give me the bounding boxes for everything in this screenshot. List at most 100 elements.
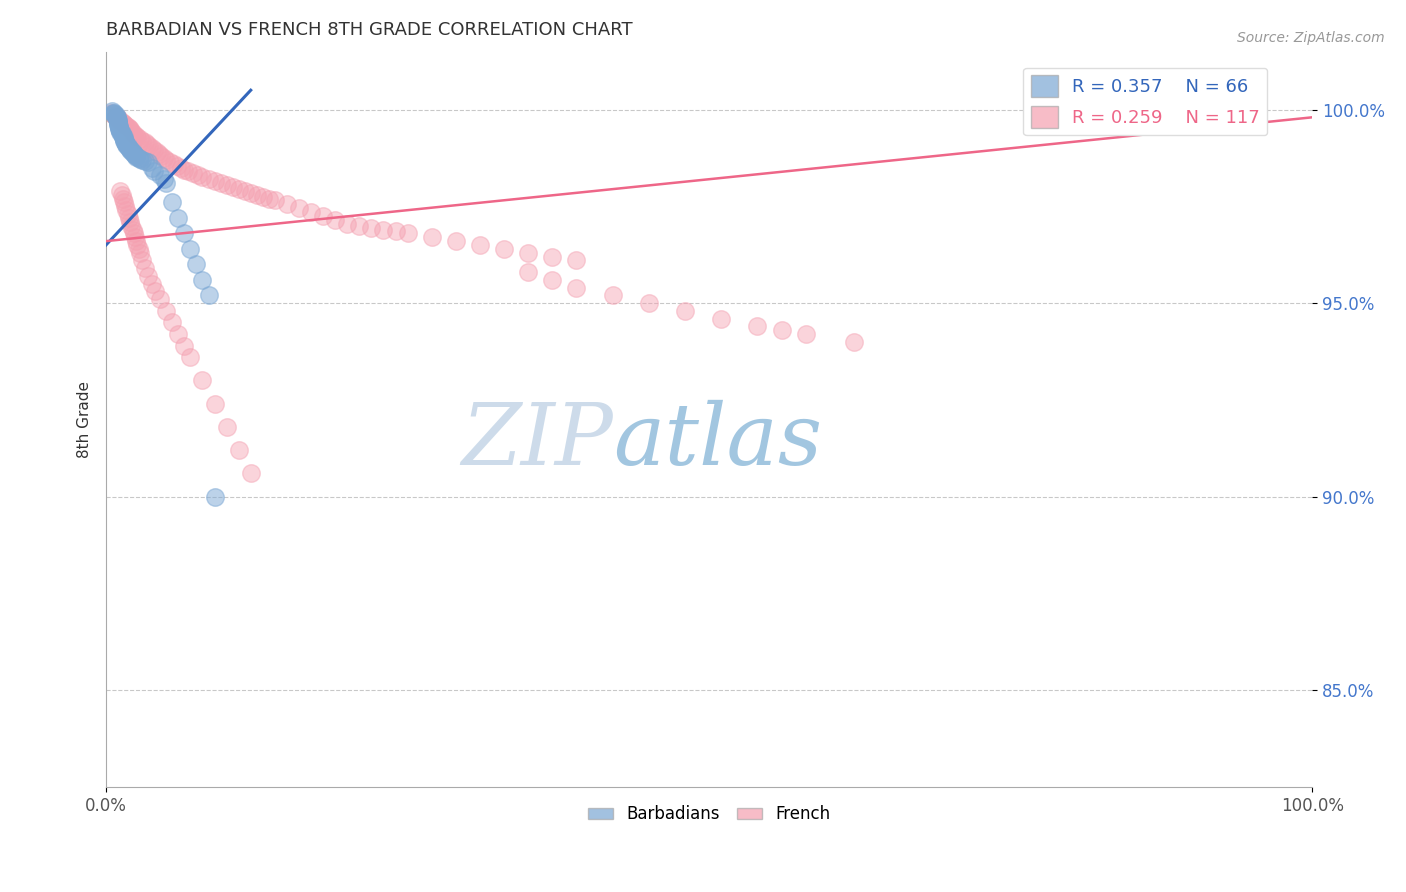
- Point: [541, 250, 564, 264]
- Point: [111, 128, 134, 143]
- Point: [215, 420, 238, 434]
- Point: [276, 197, 298, 211]
- Point: [121, 222, 143, 236]
- Point: [150, 149, 173, 163]
- Point: [794, 326, 817, 341]
- Point: [121, 126, 143, 140]
- Point: [103, 107, 125, 121]
- Point: [191, 170, 214, 185]
- Point: [173, 227, 195, 241]
- Point: [128, 242, 150, 256]
- Point: [111, 192, 134, 206]
- Point: [149, 292, 172, 306]
- Point: [120, 215, 142, 229]
- Point: [209, 176, 232, 190]
- Point: [125, 128, 148, 143]
- Point: [128, 151, 150, 165]
- Point: [136, 137, 159, 152]
- Point: [101, 104, 124, 119]
- Point: [108, 121, 131, 136]
- Text: atlas: atlas: [613, 400, 823, 483]
- Point: [122, 147, 145, 161]
- Point: [145, 285, 167, 299]
- Point: [148, 147, 170, 161]
- Point: [221, 180, 243, 194]
- Point: [112, 117, 135, 131]
- Point: [136, 268, 159, 283]
- Point: [111, 127, 134, 141]
- Point: [118, 141, 141, 155]
- Point: [112, 195, 135, 210]
- Point: [114, 199, 136, 213]
- Point: [103, 108, 125, 122]
- Point: [122, 128, 145, 142]
- Point: [127, 238, 149, 252]
- Point: [239, 186, 262, 200]
- Point: [323, 212, 346, 227]
- Point: [166, 159, 188, 173]
- Point: [143, 143, 166, 157]
- Point: [124, 230, 146, 244]
- Point: [128, 245, 150, 260]
- Point: [111, 187, 134, 202]
- Point: [336, 217, 359, 231]
- Point: [125, 149, 148, 163]
- Point: [121, 145, 143, 160]
- Point: [120, 122, 142, 136]
- Point: [107, 114, 129, 128]
- Point: [104, 108, 127, 122]
- Point: [131, 153, 153, 167]
- Point: [104, 110, 127, 124]
- Point: [312, 209, 335, 223]
- Point: [117, 120, 139, 134]
- Point: [134, 261, 156, 276]
- Point: [204, 490, 226, 504]
- Point: [107, 117, 129, 131]
- Point: [177, 164, 200, 178]
- Point: [110, 184, 132, 198]
- Point: [115, 203, 138, 218]
- Point: [108, 119, 131, 133]
- Point: [162, 195, 184, 210]
- Legend: Barbadians, French: Barbadians, French: [582, 798, 837, 830]
- Point: [360, 220, 382, 235]
- Point: [153, 172, 176, 186]
- Point: [517, 265, 540, 279]
- Point: [108, 113, 131, 128]
- Point: [124, 148, 146, 162]
- Point: [179, 350, 201, 364]
- Point: [111, 129, 134, 144]
- Point: [638, 296, 661, 310]
- Point: [118, 211, 141, 225]
- Y-axis label: 8th Grade: 8th Grade: [77, 381, 91, 458]
- Point: [105, 111, 128, 125]
- Point: [103, 107, 125, 121]
- Point: [105, 110, 128, 124]
- Point: [170, 161, 193, 175]
- Point: [103, 106, 125, 120]
- Text: BARBADIAN VS FRENCH 8TH GRADE CORRELATION CHART: BARBADIAN VS FRENCH 8TH GRADE CORRELATIO…: [105, 21, 633, 39]
- Point: [299, 205, 322, 219]
- Point: [204, 174, 226, 188]
- Point: [197, 288, 219, 302]
- Point: [747, 319, 769, 334]
- Point: [228, 443, 250, 458]
- Point: [252, 189, 274, 203]
- Point: [107, 113, 129, 128]
- Point: [842, 334, 865, 349]
- Point: [155, 176, 177, 190]
- Point: [673, 303, 696, 318]
- Point: [228, 182, 250, 196]
- Point: [125, 150, 148, 164]
- Point: [112, 134, 135, 148]
- Point: [396, 227, 419, 241]
- Point: [197, 172, 219, 186]
- Point: [114, 118, 136, 132]
- Text: Source: ZipAtlas.com: Source: ZipAtlas.com: [1237, 31, 1385, 45]
- Point: [115, 138, 138, 153]
- Point: [105, 112, 128, 127]
- Point: [134, 136, 156, 150]
- Point: [159, 154, 181, 169]
- Point: [107, 118, 129, 132]
- Point: [541, 273, 564, 287]
